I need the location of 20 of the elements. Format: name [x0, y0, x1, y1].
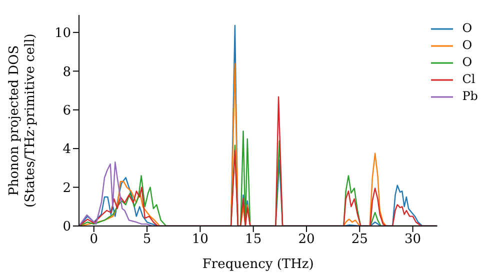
y-tick-label: 6	[62, 103, 71, 118]
y-tick-label: 4	[62, 142, 71, 158]
y-axis-title: Phonon projected DOS (States/THz·primitive cell)	[7, 33, 38, 208]
y-tick-label: 10	[54, 26, 71, 42]
legend-label: O	[462, 37, 472, 54]
y-tick-label: 0	[62, 220, 71, 235]
legend-label: O	[462, 54, 472, 71]
x-tick-label: 15	[245, 232, 262, 248]
x-tick-label: 10	[192, 232, 208, 248]
y-tick-label: 8	[62, 64, 71, 80]
legend-label: O	[462, 20, 472, 37]
x-tick-label: 30	[404, 232, 422, 248]
x-tick-label: 20	[298, 232, 315, 248]
legend-label: Pb	[462, 88, 478, 105]
y-tick-label: 2	[62, 180, 71, 196]
x-tick-label: 0	[90, 232, 98, 248]
legend-label: Cl	[462, 71, 476, 88]
x-tick-label: 5	[142, 232, 152, 248]
x-axis-title: Frequency (THz)	[202, 257, 314, 272]
x-tick-label: 25	[351, 232, 368, 248]
